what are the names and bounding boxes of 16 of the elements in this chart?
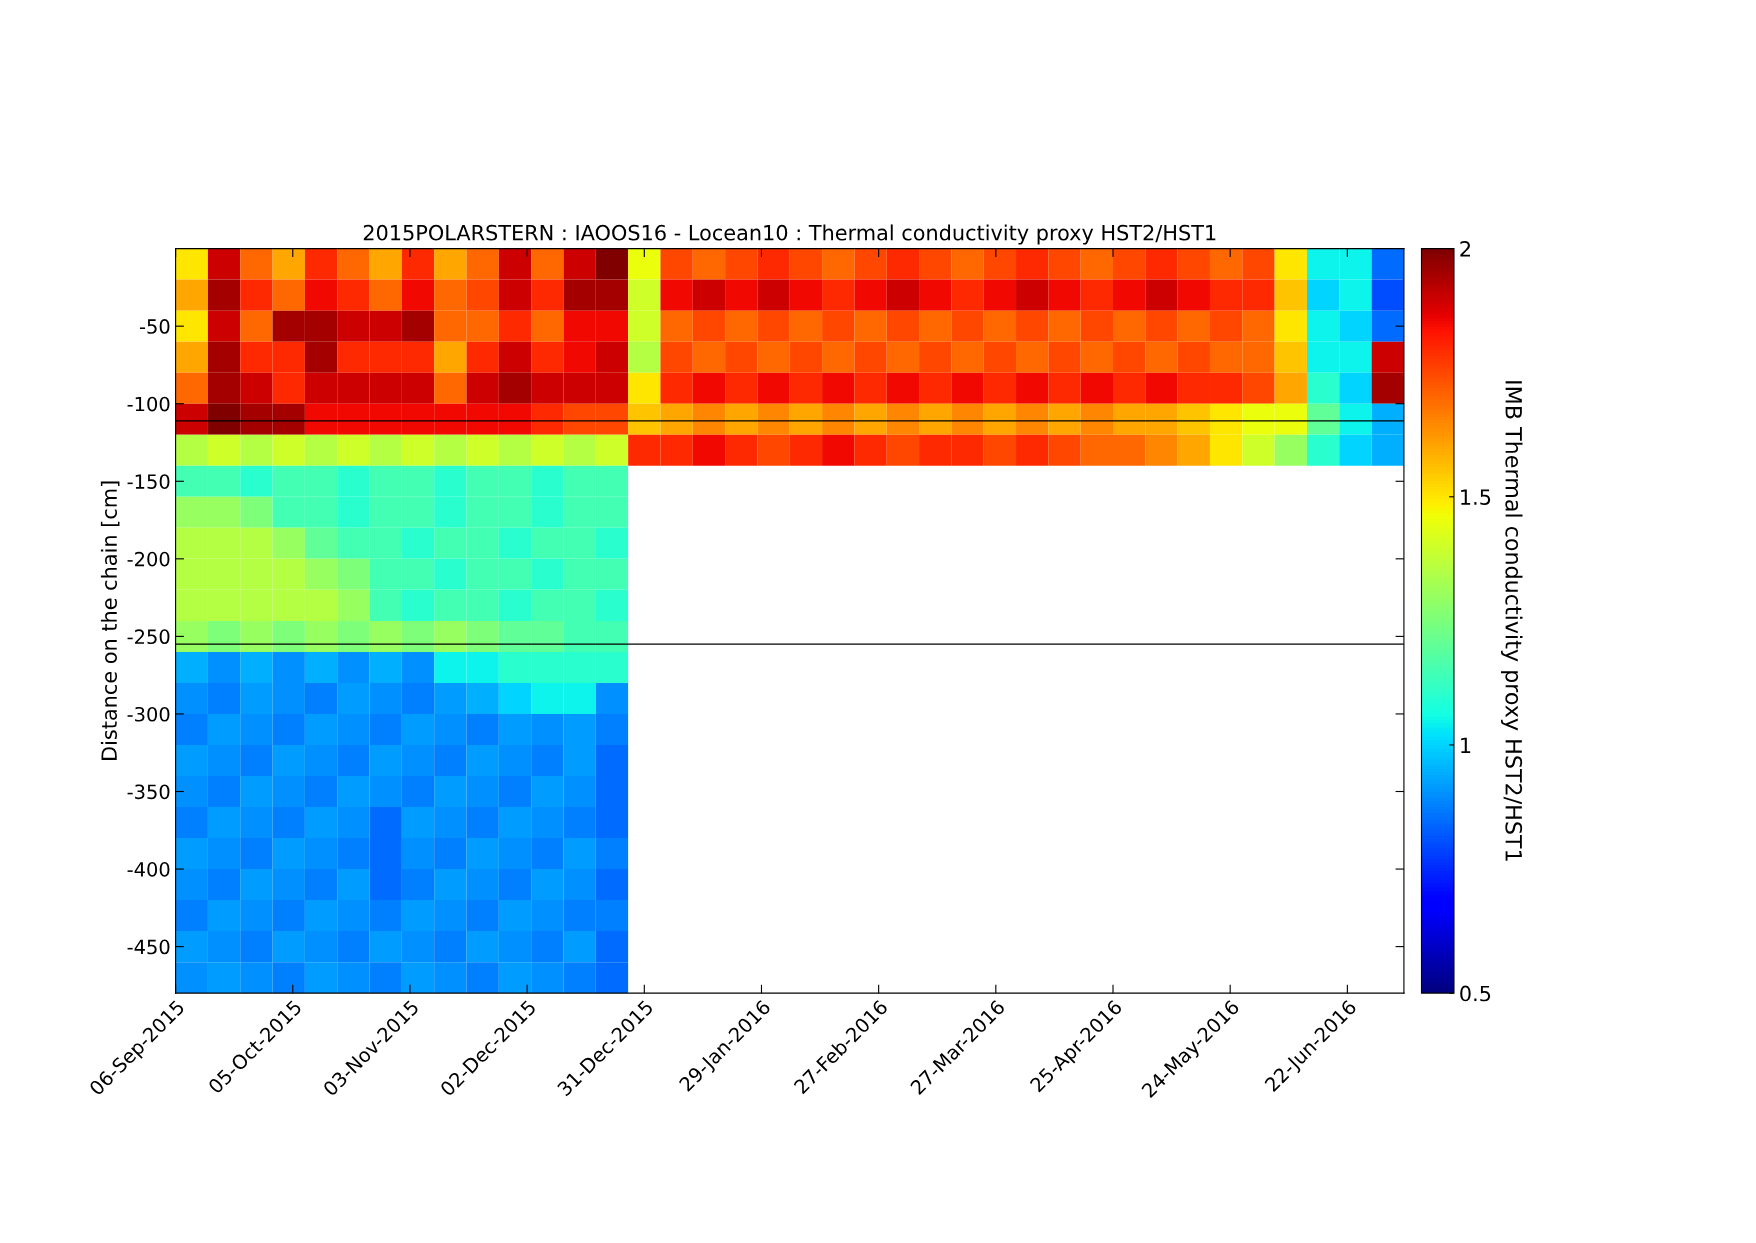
y-axis-title: Distance on the chain [cm] xyxy=(100,481,120,760)
color-bar-label: 0.5 xyxy=(1460,985,1491,1002)
color-bar-title: IMB Thermal conductivity proxy HST2/HST1 xyxy=(1501,381,1523,861)
y-tick-label: -450 xyxy=(127,939,170,955)
color-bar-label: 1.5 xyxy=(1461,489,1491,505)
y-tick-label: -350 xyxy=(127,784,170,800)
y-tick-label: -100 xyxy=(127,396,170,412)
y-tick-label: -150 xyxy=(127,474,170,489)
y-tick-label: -200 xyxy=(127,551,170,567)
chart-title: 2015POLARSTERN : IAOOS16 - Locean10 : Thermal conductivity proxy HST2/HST1 xyxy=(363,224,1216,245)
y-tick-label: -250 xyxy=(127,629,170,645)
color-bar-label: 1 xyxy=(1461,737,1471,753)
y-tick-label: -300 xyxy=(127,706,170,722)
y-tick-label: -400 xyxy=(127,862,170,877)
color-bar-label: 2 xyxy=(1460,241,1470,257)
y-tick-label: -50 xyxy=(139,319,170,334)
